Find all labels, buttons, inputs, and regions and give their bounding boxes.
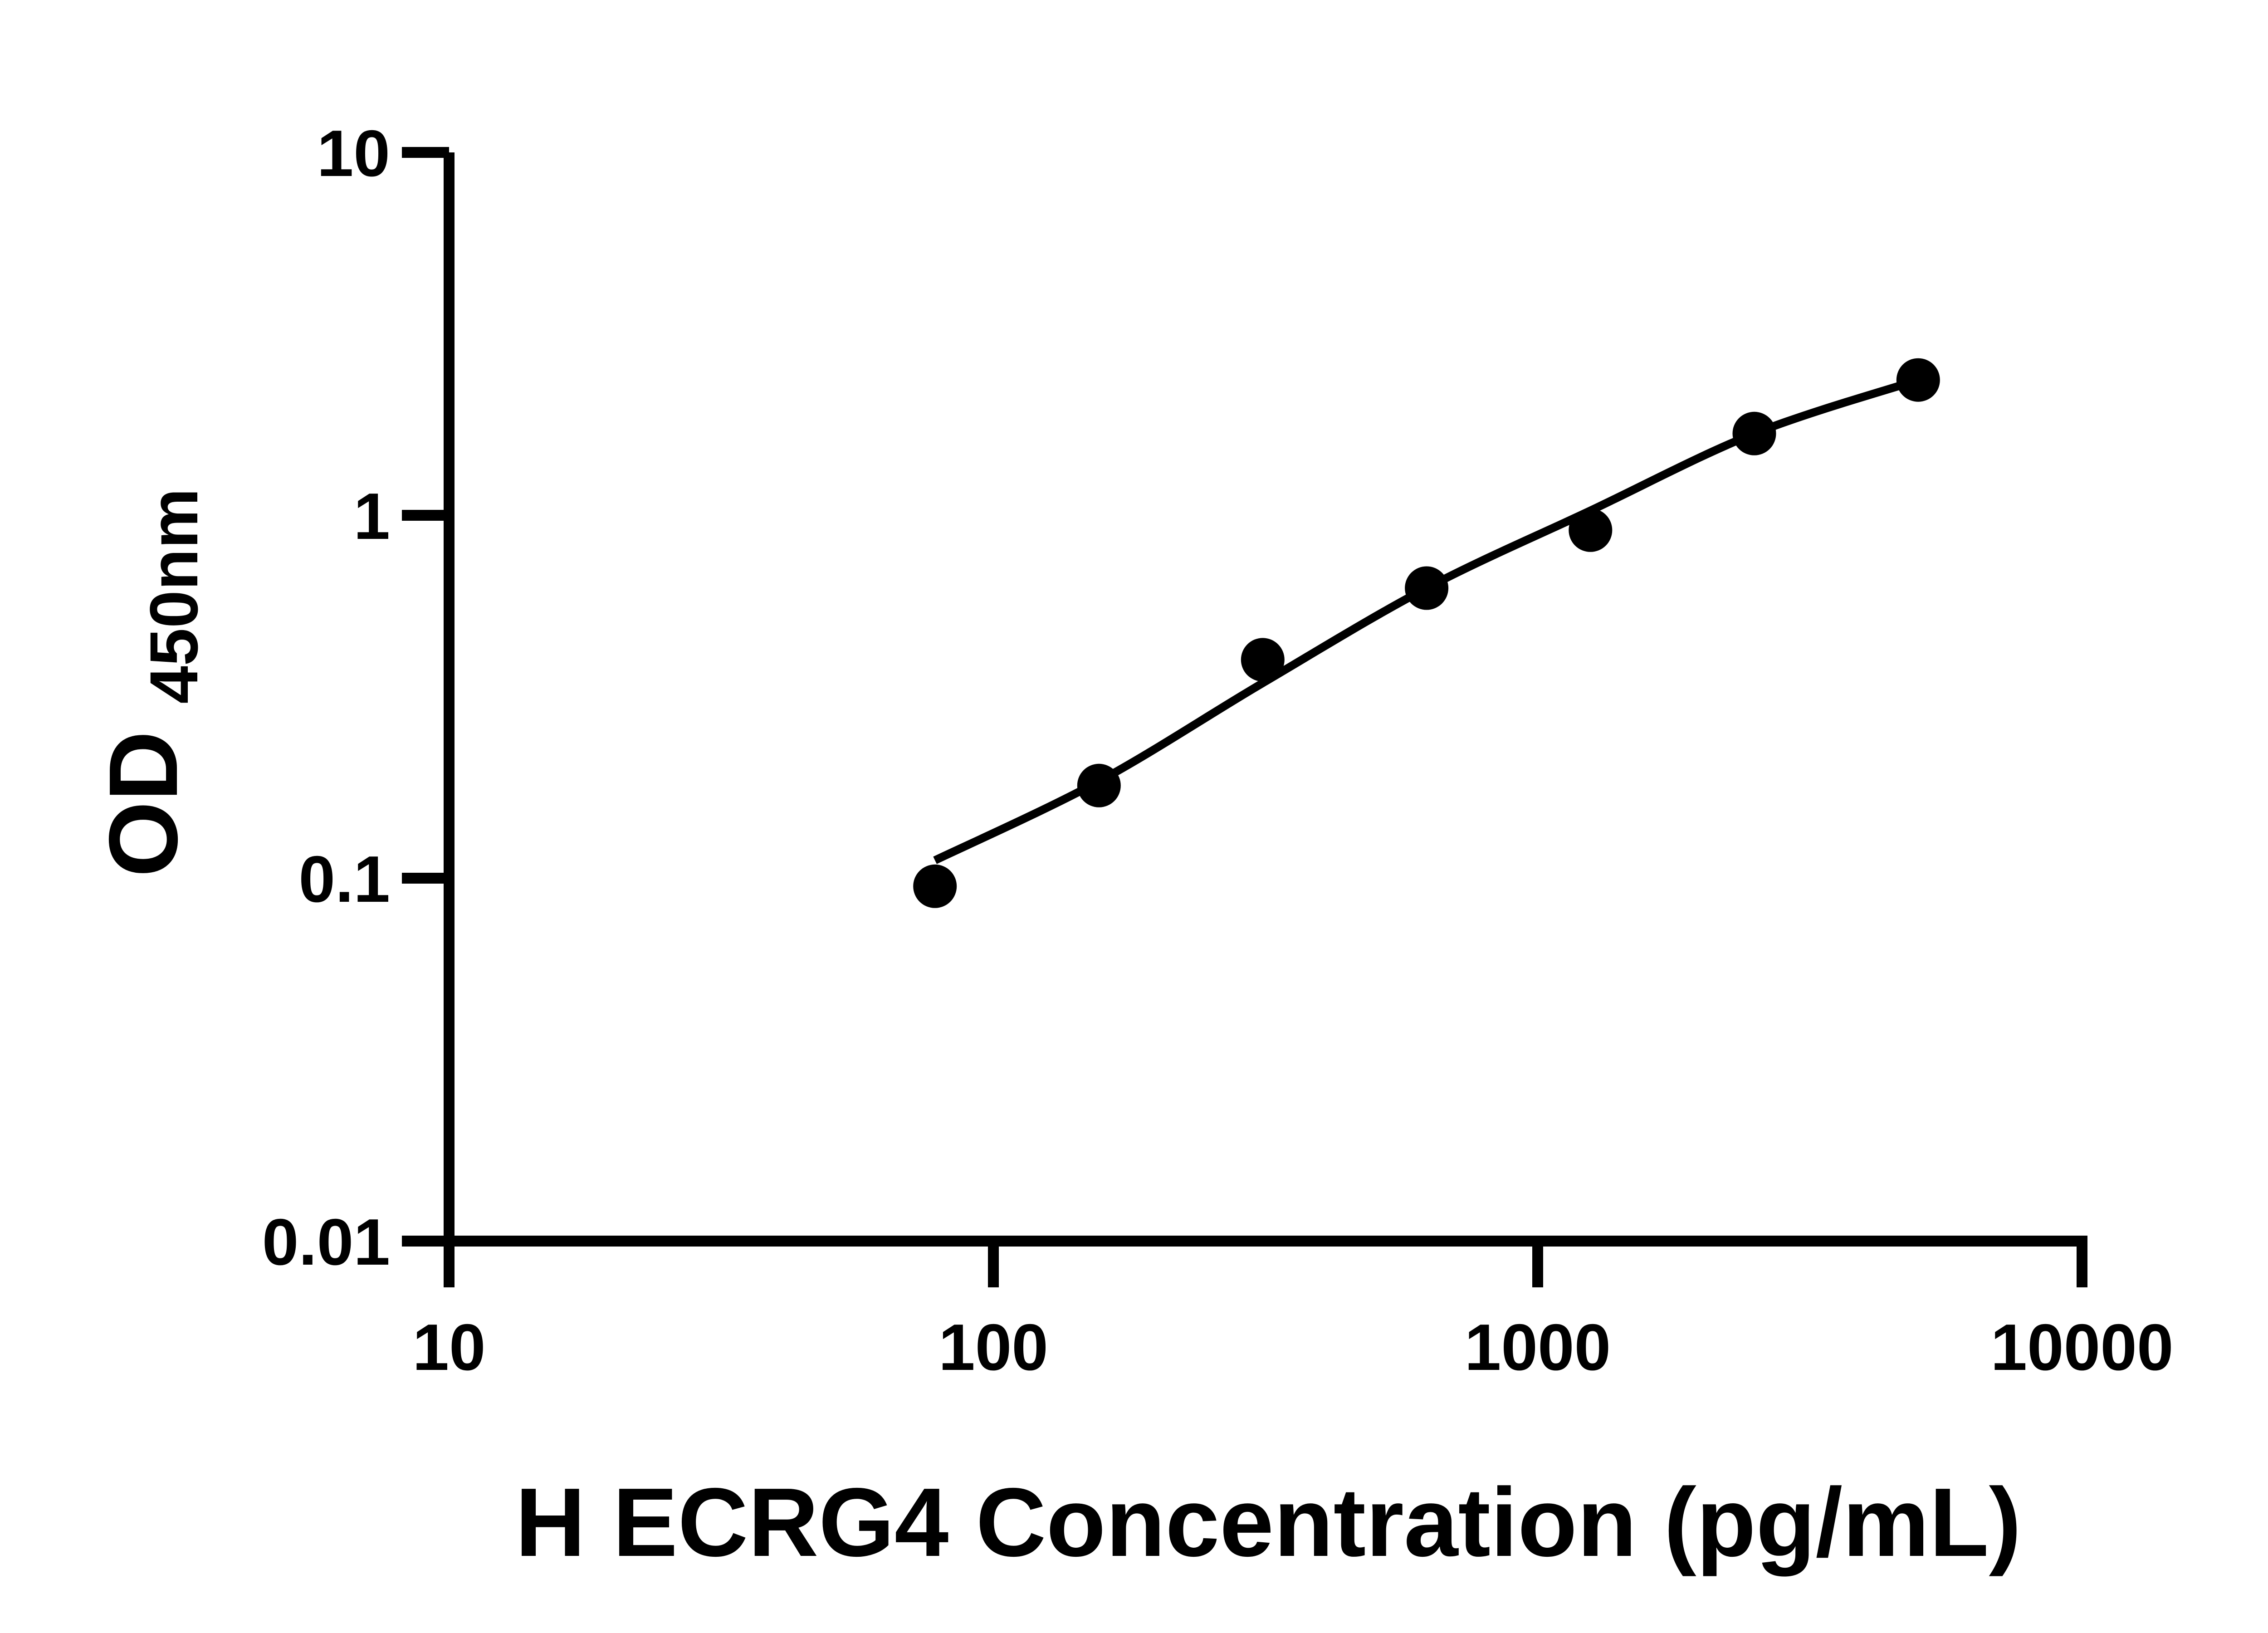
x-tick-label: 10 — [412, 1310, 485, 1384]
y-axis-title: OD 450nm — [88, 488, 212, 877]
y-axis-title-main: OD — [88, 731, 198, 877]
ticks-group — [402, 147, 2087, 1287]
x-tick-label: 1000 — [1465, 1310, 1611, 1384]
y-tick-label: 0.1 — [298, 842, 390, 916]
data-point — [1241, 638, 1285, 682]
y-tick-label: 0.01 — [262, 1205, 390, 1279]
y-tick-label: 10 — [317, 117, 390, 190]
x-tick-label: 10000 — [1990, 1310, 2173, 1384]
data-point — [1896, 358, 1940, 402]
data-point — [1569, 508, 1613, 552]
tick-labels-group: 10 1 0.1 0.01 10 100 1000 10000 — [262, 117, 2174, 1384]
x-axis-title: H ECRG4 Concentration (pg/mL) — [515, 1467, 2022, 1577]
data-point — [913, 864, 957, 908]
y-axis-title-sub: 450nm — [136, 488, 212, 704]
axes-group — [402, 152, 2087, 1247]
axis-lines — [402, 152, 2087, 1247]
data-point — [1405, 566, 1449, 610]
y-tick-label: 1 — [353, 479, 390, 553]
data-point — [1077, 763, 1121, 807]
x-tick-label: 100 — [938, 1310, 1048, 1384]
data-point — [1732, 411, 1776, 455]
data-points-group — [913, 358, 1940, 908]
